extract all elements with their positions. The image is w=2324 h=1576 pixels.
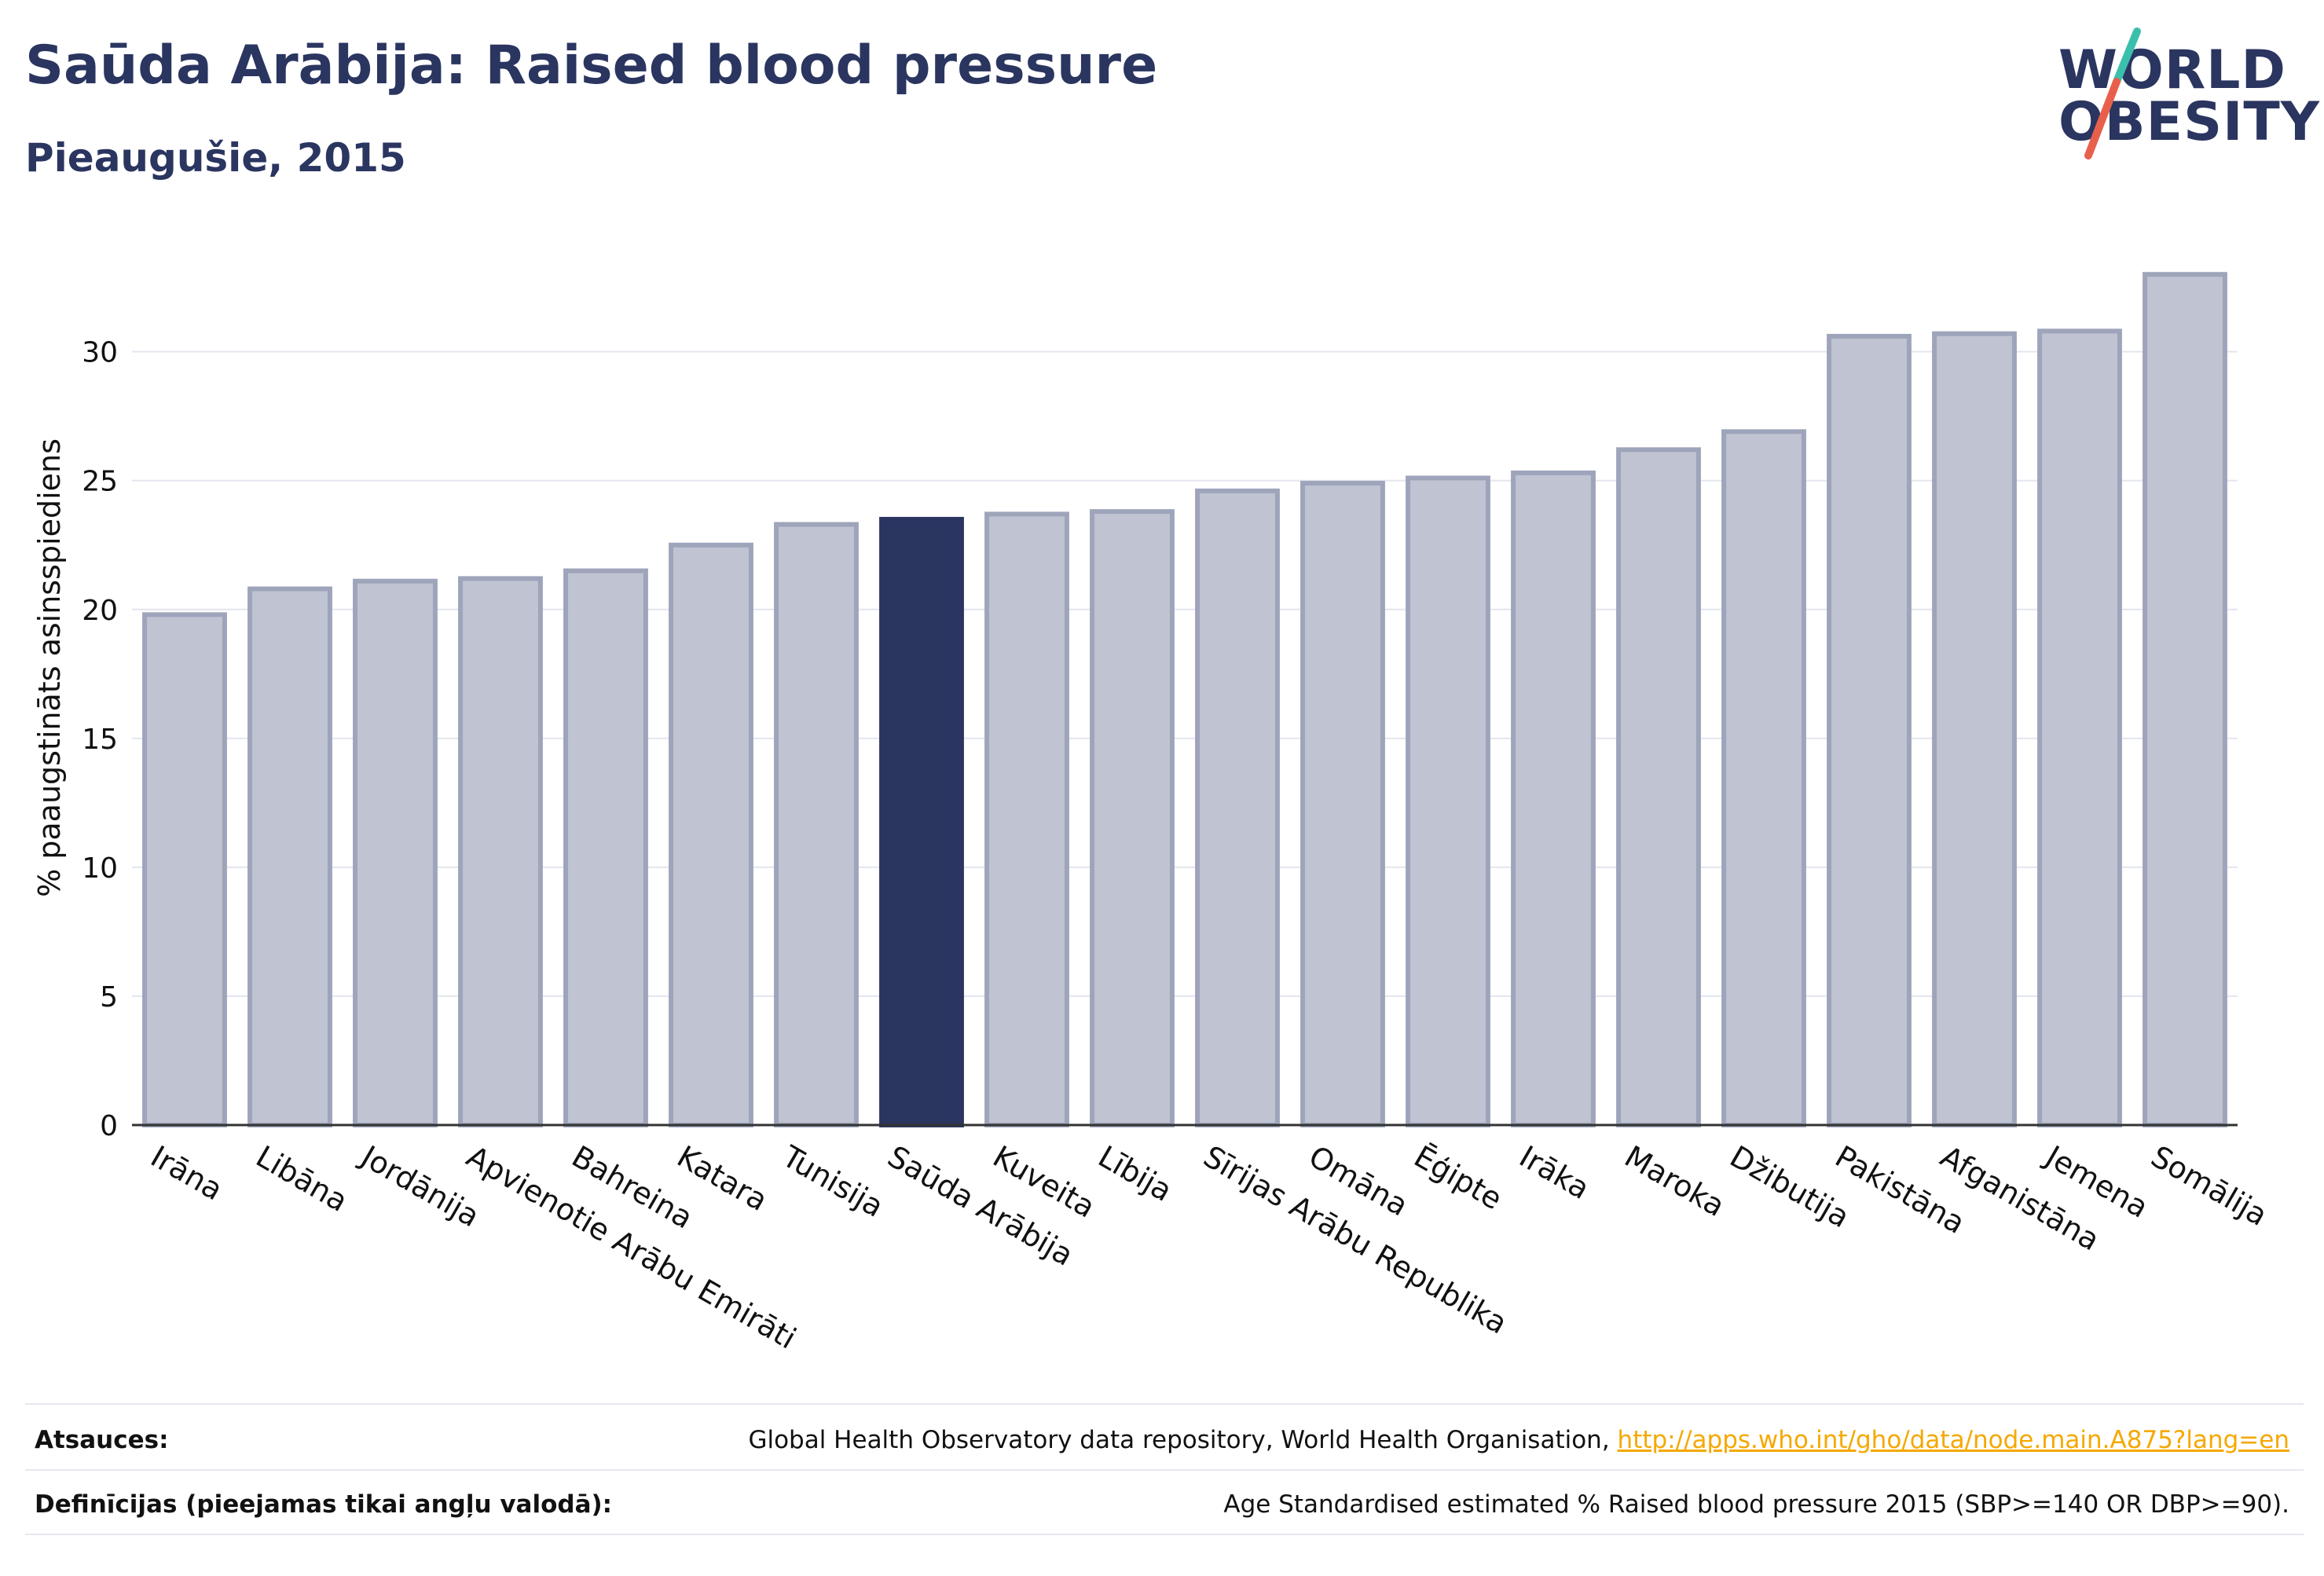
bar-16 xyxy=(1827,333,1912,1127)
x-tick-label: Lībija xyxy=(1093,1139,1178,1208)
x-tick-label: Libāna xyxy=(251,1139,354,1219)
sources-label: Atsauces: xyxy=(35,1426,169,1454)
bar-19 xyxy=(2143,272,2227,1127)
x-tick-label: Džibutija xyxy=(1725,1139,1856,1235)
bar-6 xyxy=(774,522,859,1127)
sources-value: Global Health Observatory data repositor… xyxy=(748,1426,2289,1454)
footer-divider-middle xyxy=(25,1469,2304,1471)
y-axis-label: % paaugstināts asinsspiediens xyxy=(32,438,67,897)
x-tick-label: Saūda Arābija xyxy=(882,1139,1080,1273)
sources-link[interactable]: http://apps.who.int/gho/data/node.main.A… xyxy=(1617,1426,2289,1454)
bar-12 xyxy=(1406,475,1490,1127)
bar-7 xyxy=(879,516,964,1127)
definitions-label: Definīcijas (pieejamas tikai angļu valod… xyxy=(35,1490,613,1519)
logo-word-world: WORLD xyxy=(2058,39,2286,101)
x-tick-label: Tunisija xyxy=(776,1138,889,1224)
x-tick-label: Jordānija xyxy=(354,1138,486,1234)
bar-8 xyxy=(984,511,1069,1127)
logo-slash-icon xyxy=(2084,27,2141,159)
bars xyxy=(142,272,2227,1127)
y-tick-label: 15 xyxy=(82,724,118,756)
x-tick-label: Maroka xyxy=(1619,1139,1731,1223)
bar-2 xyxy=(353,578,438,1127)
bar-17 xyxy=(1932,331,2017,1127)
bar-11 xyxy=(1300,480,1385,1127)
bar-3 xyxy=(458,576,543,1127)
chart-subtitle: Pieaugušie, 2015 xyxy=(25,135,406,181)
y-tick-label: 25 xyxy=(82,466,118,498)
bar-1 xyxy=(247,586,332,1127)
chart-title: Saūda Arābija: Raised blood pressure xyxy=(25,35,1158,97)
world-obesity-logo: WORLD OBESITY xyxy=(2051,24,2319,173)
y-tick-labels: 0 5 10 15 20 25 30 xyxy=(82,337,118,1142)
x-tick-label: Irāka xyxy=(1514,1139,1596,1206)
sources-text: Global Health Observatory data repositor… xyxy=(748,1426,1618,1454)
bar-18 xyxy=(2037,328,2122,1127)
bar-10 xyxy=(1195,488,1280,1127)
definitions-value: Age Standardised estimated % Raised bloo… xyxy=(1223,1490,2289,1519)
y-tick-label: 10 xyxy=(82,852,118,885)
x-tick-label: Irāna xyxy=(145,1139,229,1208)
y-tick-label: 20 xyxy=(82,595,118,627)
footer-divider-bottom xyxy=(25,1534,2304,1535)
x-tick-label: Ēģipte xyxy=(1409,1139,1508,1217)
bar-4 xyxy=(563,568,648,1127)
bar-0 xyxy=(142,612,227,1127)
bar-13 xyxy=(1511,470,1596,1127)
bar-5 xyxy=(669,542,753,1127)
bar-15 xyxy=(1721,429,1806,1127)
y-tick-label: 0 xyxy=(100,1110,118,1142)
gridlines xyxy=(132,350,2238,997)
y-tick-label: 5 xyxy=(100,981,118,1013)
bar-9 xyxy=(1090,509,1175,1127)
x-tick-label: Somālija xyxy=(2146,1139,2274,1233)
y-tick-label: 30 xyxy=(82,337,118,369)
bar-14 xyxy=(1616,447,1701,1127)
footer-divider-top xyxy=(25,1403,2304,1405)
